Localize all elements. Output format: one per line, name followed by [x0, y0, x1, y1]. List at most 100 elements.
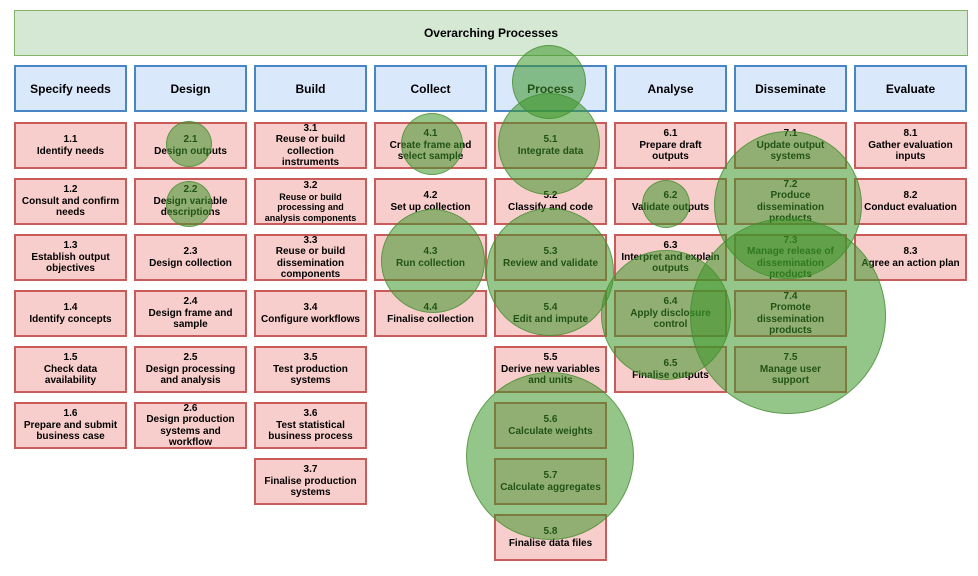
phase-label: Design [170, 81, 211, 96]
phase-specify-needs[interactable]: Specify needs [14, 65, 127, 112]
phase-disseminate[interactable]: Disseminate [734, 65, 847, 112]
subprocess-3-5[interactable]: 3.5 Test production systems [254, 346, 367, 393]
subprocess-number: 8.2 [903, 190, 918, 201]
subprocess-number: 8.1 [903, 128, 918, 140]
subprocess-label: Finalise outputs [632, 369, 709, 381]
banner-title: Overarching Processes [423, 26, 559, 40]
subprocess-number: 7.3 [783, 234, 798, 246]
subprocess-7-3[interactable]: 7.3 Manage release of dissemination produ… [734, 234, 847, 281]
subprocess-5-4[interactable]: 5.4 Edit and impute [494, 290, 607, 337]
phase-process[interactable]: Process [494, 65, 607, 112]
subprocess-1-3[interactable]: 1.3 Establish output objectives [14, 234, 127, 281]
subprocess-3-3[interactable]: 3.3 Reuse or build dissemination componen… [254, 234, 367, 281]
phase-collect[interactable]: Collect [374, 65, 487, 112]
subprocess-2-4[interactable]: 2.4 Design frame and sample [134, 290, 247, 337]
subprocess-number: 1.3 [63, 240, 78, 252]
subprocess-number: 5.7 [543, 470, 558, 481]
subprocess-1-5[interactable]: 1.5 Check data availability [14, 346, 127, 393]
overarching-processes-banner: Overarching Processes [14, 10, 968, 56]
subprocess-2-3[interactable]: 2.3 Design collection [134, 234, 247, 281]
subprocess-number: 5.6 [543, 414, 558, 425]
subprocess-number: 3.2 [303, 180, 318, 191]
subprocess-number: 4.1 [423, 128, 438, 140]
subprocess-number: 6.2 [663, 190, 678, 201]
subprocess-7-2[interactable]: 7.2 Produce dissemination products [734, 178, 847, 225]
subprocess-3-2[interactable]: 3.2 Reuse or build processing and analysi… [254, 178, 367, 225]
subprocess-5-6[interactable]: 5.6 Calculate weights [494, 402, 607, 449]
phase-design[interactable]: Design [134, 65, 247, 112]
subprocess-label: Consult and confirm needs [21, 195, 120, 219]
subprocess-4-3[interactable]: 4.3 Run collection [374, 234, 487, 281]
subprocess-label: Promote dissemination products [756, 302, 825, 336]
subprocess-label: Derive new variables and units [501, 363, 600, 387]
subprocess-6-3[interactable]: 6.3 Interpret and explain outputs [614, 234, 727, 281]
phase-label: Build [295, 81, 326, 96]
subprocess-label: Configure workflows [261, 313, 360, 325]
subprocess-8-1[interactable]: 8.1 Gather evaluation inputs [854, 122, 967, 169]
subprocess-8-3[interactable]: 8.3 Agree an action plan [854, 234, 967, 281]
subprocess-label: Test statistical business process [268, 419, 353, 443]
phase-label: Disseminate [755, 81, 826, 96]
subprocess-6-2[interactable]: 6.2 Validate outputs [614, 178, 727, 225]
subprocess-5-5[interactable]: 5.5 Derive new variables and units [494, 346, 607, 393]
subprocess-3-1[interactable]: 3.1 Reuse or build collection instruments [254, 122, 367, 169]
subprocess-3-4[interactable]: 3.4 Configure workflows [254, 290, 367, 337]
subprocess-2-2[interactable]: 2.2 Design variable descriptions [134, 178, 247, 225]
subprocess-number: 1.2 [63, 184, 78, 196]
phase-label: Analyse [647, 81, 694, 96]
subprocess-label: Reuse or build dissemination components [275, 246, 346, 280]
subprocess-5-1[interactable]: 5.1 Integrate data [494, 122, 607, 169]
subprocess-2-6[interactable]: 2.6 Design production systems and workflo… [134, 402, 247, 449]
phase-label: Specify needs [30, 81, 111, 96]
subprocess-label: Interpret and explain outputs [621, 251, 720, 275]
subprocess-number: 5.5 [543, 352, 558, 364]
subprocess-number: 5.2 [543, 190, 558, 201]
subprocess-7-4[interactable]: 7.4 Promote dissemination products [734, 290, 847, 337]
subprocess-1-1[interactable]: 1.1 Identify needs [14, 122, 127, 169]
subprocess-1-2[interactable]: 1.2 Consult and confirm needs [14, 178, 127, 225]
subprocess-label: Gather evaluation inputs [868, 139, 953, 163]
subprocess-number: 6.1 [663, 128, 678, 140]
subprocess-label: Design processing and analysis [145, 363, 236, 387]
phase-label: Process [527, 81, 574, 96]
subprocess-2-1[interactable]: 2.1 Design outputs [134, 122, 247, 169]
subprocess-number: 3.3 [303, 234, 318, 246]
subprocess-number: 6.4 [663, 296, 678, 308]
subprocess-number: 2.6 [183, 402, 198, 414]
subprocess-3-6[interactable]: 3.6 Test statistical business process [254, 402, 367, 449]
phase-evaluate[interactable]: Evaluate [854, 65, 967, 112]
subprocess-4-2[interactable]: 4.2 Set up collection [374, 178, 487, 225]
subprocess-6-1[interactable]: 6.1 Prepare draft outputs [614, 122, 727, 169]
subprocess-label: Check data availability [43, 363, 98, 387]
subprocess-6-4[interactable]: 6.4 Apply disclosure control [614, 290, 727, 337]
subprocess-1-4[interactable]: 1.4 Identify concepts [14, 290, 127, 337]
phase-build[interactable]: Build [254, 65, 367, 112]
subprocess-number: 2.4 [183, 296, 198, 308]
subprocess-4-4[interactable]: 4.4 Finalise collection [374, 290, 487, 337]
subprocess-label: Design variable descriptions [153, 195, 228, 219]
subprocess-5-8[interactable]: 5.8 Finalise data files [494, 514, 607, 561]
subprocess-1-6[interactable]: 1.6 Prepare and submit business case [14, 402, 127, 449]
subprocess-2-5[interactable]: 2.5 Design processing and analysis [134, 346, 247, 393]
subprocess-label: Finalise data files [508, 537, 593, 549]
subprocess-label: Edit and impute [513, 313, 588, 325]
subprocess-8-2[interactable]: 8.2 Conduct evaluation [854, 178, 967, 225]
subprocess-number: 5.3 [543, 246, 558, 257]
subprocess-number: 2.3 [183, 246, 198, 257]
subprocess-5-2[interactable]: 5.2 Classify and code [494, 178, 607, 225]
phase-analyse[interactable]: Analyse [614, 65, 727, 112]
subprocess-3-7[interactable]: 3.7 Finalise production systems [254, 458, 367, 505]
subprocess-number: 3.6 [303, 408, 318, 420]
subprocess-label: Finalise production systems [264, 475, 357, 499]
subprocess-6-5[interactable]: 6.5 Finalise outputs [614, 346, 727, 393]
subprocess-number: 2.1 [183, 134, 198, 145]
subprocess-label: Design collection [149, 257, 232, 269]
subprocess-7-5[interactable]: 7.5 Manage user support [734, 346, 847, 393]
subprocess-number: 4.3 [423, 246, 438, 257]
subprocess-7-1[interactable]: 7.1 Update output systems [734, 122, 847, 169]
phase-label: Collect [410, 81, 451, 96]
subprocess-5-7[interactable]: 5.7 Calculate aggregates [494, 458, 607, 505]
subprocess-5-3[interactable]: 5.3 Review and validate [494, 234, 607, 281]
subprocess-number: 5.1 [543, 134, 558, 145]
subprocess-4-1[interactable]: 4.1 Create frame and select sample [374, 122, 487, 169]
